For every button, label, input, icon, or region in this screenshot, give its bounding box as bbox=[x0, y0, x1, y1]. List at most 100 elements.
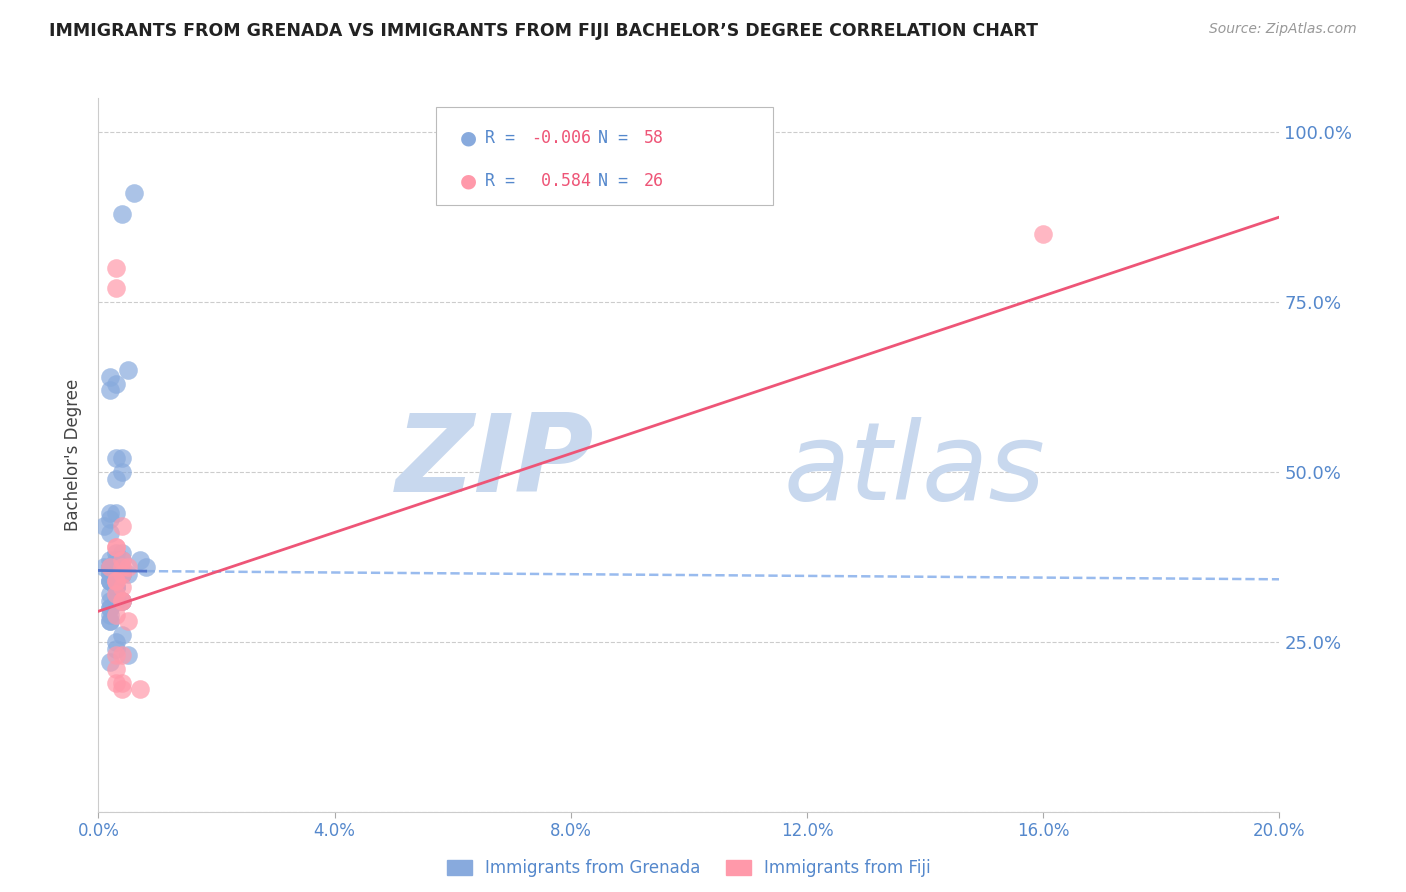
Point bbox=[117, 363, 139, 377]
Point bbox=[98, 600, 121, 615]
Point bbox=[117, 566, 139, 581]
Point bbox=[105, 560, 128, 574]
Text: R =: R = bbox=[485, 129, 524, 147]
Point bbox=[98, 369, 121, 384]
Point bbox=[111, 648, 134, 663]
Point bbox=[111, 628, 134, 642]
Point bbox=[111, 566, 134, 581]
Y-axis label: Bachelor's Degree: Bachelor's Degree bbox=[65, 379, 83, 531]
Point bbox=[98, 615, 121, 629]
Point bbox=[98, 574, 121, 588]
Point bbox=[111, 560, 134, 574]
Point bbox=[111, 594, 134, 608]
Point bbox=[105, 376, 128, 391]
Text: IMMIGRANTS FROM GRENADA VS IMMIGRANTS FROM FIJI BACHELOR’S DEGREE CORRELATION CH: IMMIGRANTS FROM GRENADA VS IMMIGRANTS FR… bbox=[49, 22, 1038, 40]
Point bbox=[105, 566, 128, 581]
Point bbox=[105, 451, 128, 466]
Text: R =: R = bbox=[485, 172, 524, 190]
Point bbox=[105, 560, 128, 574]
Point bbox=[105, 540, 128, 554]
Point bbox=[111, 566, 134, 581]
Point bbox=[98, 574, 121, 588]
Point bbox=[128, 553, 150, 567]
Point bbox=[93, 560, 115, 574]
Point bbox=[98, 615, 121, 629]
Point bbox=[98, 560, 121, 574]
Point bbox=[135, 560, 157, 574]
Point bbox=[105, 574, 128, 588]
Point bbox=[122, 186, 145, 201]
Point bbox=[111, 553, 134, 567]
Point bbox=[111, 451, 134, 466]
Point bbox=[105, 581, 128, 595]
Text: atlas: atlas bbox=[783, 417, 1045, 522]
Point bbox=[105, 607, 128, 622]
Point bbox=[98, 594, 121, 608]
Point bbox=[105, 648, 128, 663]
Point bbox=[105, 553, 128, 567]
Point bbox=[111, 682, 134, 697]
Point bbox=[117, 560, 139, 574]
Point bbox=[98, 553, 121, 567]
Point bbox=[117, 615, 139, 629]
Point bbox=[105, 281, 128, 295]
Point bbox=[105, 594, 128, 608]
Point bbox=[105, 662, 128, 676]
Point bbox=[98, 566, 121, 581]
Point bbox=[105, 566, 128, 581]
Point bbox=[111, 675, 134, 690]
Point bbox=[105, 472, 128, 486]
Point bbox=[105, 587, 128, 601]
Point bbox=[98, 587, 121, 601]
Point bbox=[98, 526, 121, 541]
Text: 58: 58 bbox=[644, 129, 664, 147]
Point bbox=[105, 566, 128, 581]
Point bbox=[117, 648, 139, 663]
Point bbox=[111, 594, 134, 608]
Point bbox=[98, 560, 121, 574]
Point bbox=[98, 560, 121, 574]
Point bbox=[98, 512, 121, 526]
Point bbox=[105, 675, 128, 690]
Point bbox=[105, 560, 128, 574]
Point bbox=[128, 682, 150, 697]
Point bbox=[98, 384, 121, 398]
Point bbox=[111, 594, 134, 608]
Point bbox=[93, 519, 115, 533]
Point bbox=[1032, 227, 1054, 241]
Point bbox=[105, 574, 128, 588]
Text: 26: 26 bbox=[644, 172, 664, 190]
Point bbox=[98, 506, 121, 520]
Text: ●: ● bbox=[460, 128, 477, 148]
Point bbox=[105, 635, 128, 649]
Point bbox=[111, 546, 134, 560]
Point bbox=[105, 506, 128, 520]
Text: 0.584: 0.584 bbox=[531, 172, 592, 190]
Point bbox=[111, 553, 134, 567]
Point bbox=[98, 600, 121, 615]
Text: -0.006: -0.006 bbox=[531, 129, 592, 147]
Text: N =: N = bbox=[598, 172, 637, 190]
Text: ZIP: ZIP bbox=[396, 409, 595, 515]
Point bbox=[98, 566, 121, 581]
Point bbox=[111, 594, 134, 608]
Point bbox=[111, 519, 134, 533]
Point bbox=[105, 641, 128, 656]
Point bbox=[105, 581, 128, 595]
Point bbox=[98, 574, 121, 588]
Point bbox=[105, 260, 128, 275]
Point bbox=[98, 655, 121, 669]
Point bbox=[105, 581, 128, 595]
Point bbox=[111, 207, 134, 221]
Text: N =: N = bbox=[598, 129, 637, 147]
Point bbox=[105, 540, 128, 554]
Point bbox=[111, 566, 134, 581]
Point bbox=[105, 560, 128, 574]
Text: Source: ZipAtlas.com: Source: ZipAtlas.com bbox=[1209, 22, 1357, 37]
Point bbox=[111, 581, 134, 595]
Text: ●: ● bbox=[460, 171, 477, 191]
Point bbox=[98, 607, 121, 622]
Legend: Immigrants from Grenada, Immigrants from Fiji: Immigrants from Grenada, Immigrants from… bbox=[439, 851, 939, 886]
Point bbox=[111, 465, 134, 479]
Point bbox=[105, 546, 128, 560]
